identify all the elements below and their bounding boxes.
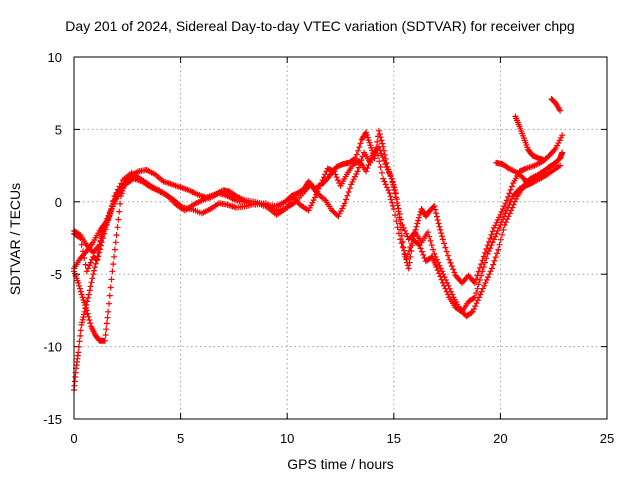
series-track-g bbox=[512, 113, 546, 163]
chart-title: Day 201 of 2024, Sidereal Day-to-day VTE… bbox=[65, 18, 575, 34]
series-track-a bbox=[71, 127, 566, 286]
data-point-markers bbox=[548, 96, 564, 114]
plot-frame bbox=[73, 56, 608, 420]
x-tick-label: 10 bbox=[280, 431, 294, 446]
x-tick-label: 15 bbox=[387, 431, 401, 446]
data-point-markers bbox=[493, 149, 566, 188]
series-track-f bbox=[493, 149, 566, 188]
data-point-markers bbox=[512, 113, 546, 163]
grid-lines bbox=[74, 57, 607, 419]
x-tick-label: 0 bbox=[70, 431, 77, 446]
data-point-markers bbox=[71, 171, 137, 393]
y-tick-label: 5 bbox=[55, 122, 62, 137]
x-tick-label: 25 bbox=[600, 431, 614, 446]
x-tick-label: 5 bbox=[177, 431, 184, 446]
series-track-d bbox=[71, 171, 137, 393]
y-tick-label: 10 bbox=[48, 50, 62, 65]
y-tick-label: -10 bbox=[43, 340, 62, 355]
axis-ticks: 0 5 10 15 20 25 -15 -10 -5 0 5 10 bbox=[43, 50, 614, 446]
x-axis-label: GPS time / hours bbox=[287, 456, 394, 472]
y-tick-label: -15 bbox=[43, 412, 62, 427]
x-tick-label: 20 bbox=[493, 431, 507, 446]
y-tick-label: 0 bbox=[55, 195, 62, 210]
y-tick-label: -5 bbox=[50, 267, 62, 282]
data-marks bbox=[71, 96, 566, 393]
data-point-markers bbox=[71, 127, 566, 286]
series-track-h bbox=[548, 96, 564, 114]
